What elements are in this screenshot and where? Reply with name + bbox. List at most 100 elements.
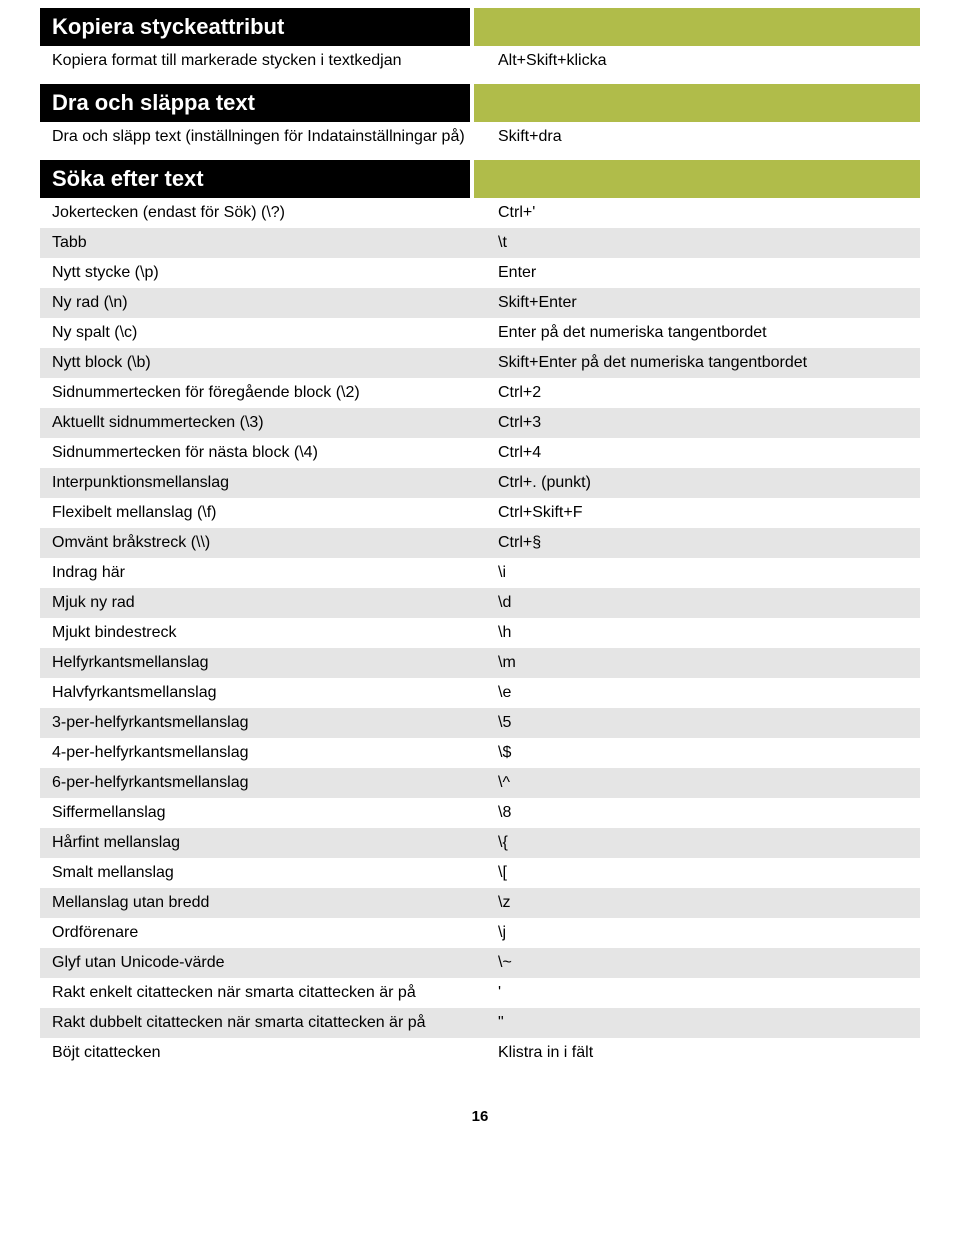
- shortcut-description: Siffermellanslag: [52, 804, 482, 822]
- shortcut-description: Smalt mellanslag: [52, 864, 482, 882]
- table-row: Mjuk ny rad\d: [40, 588, 920, 618]
- shortcut-description: 3-per-helfyrkantsmellanslag: [52, 714, 482, 732]
- shortcut-description: Ny rad (\n): [52, 294, 482, 312]
- shortcut-key: Enter: [482, 264, 908, 282]
- shortcut-key: \m: [482, 654, 908, 672]
- table-row: Flexibelt mellanslag (\f)Ctrl+Skift+F: [40, 498, 920, 528]
- table-row: Siffermellanslag\8: [40, 798, 920, 828]
- shortcut-key: Klistra in i fält: [482, 1044, 908, 1062]
- shortcut-description: Dra och släpp text (inställningen för In…: [52, 128, 482, 146]
- shortcut-key: \z: [482, 894, 908, 912]
- shortcut-key: \[: [482, 864, 908, 882]
- shortcut-key: Skift+dra: [482, 128, 908, 146]
- shortcut-description: Kopiera format till markerade stycken i …: [52, 52, 482, 70]
- table-row: Nytt block (\b)Skift+Enter på det numeri…: [40, 348, 920, 378]
- section-accent-bar: [474, 160, 920, 198]
- section-title: Kopiera styckeattribut: [40, 8, 470, 46]
- shortcut-description: Aktuellt sidnummertecken (\3): [52, 414, 482, 432]
- table-row: Mellanslag utan bredd\z: [40, 888, 920, 918]
- shortcut-key: \e: [482, 684, 908, 702]
- table-row: Aktuellt sidnummertecken (\3)Ctrl+3: [40, 408, 920, 438]
- shortcut-description: 6-per-helfyrkantsmellanslag: [52, 774, 482, 792]
- shortcut-description: Rakt dubbelt citattecken när smarta cita…: [52, 1014, 482, 1032]
- shortcut-key: Ctrl+. (punkt): [482, 474, 908, 492]
- table-row: 3-per-helfyrkantsmellanslag\5: [40, 708, 920, 738]
- shortcut-key: \d: [482, 594, 908, 612]
- shortcut-key: \{: [482, 834, 908, 852]
- shortcut-key: Skift+Enter på det numeriska tangentbord…: [482, 354, 908, 372]
- shortcut-description: Mjuk ny rad: [52, 594, 482, 612]
- table-row: Dra och släpp text (inställningen för In…: [40, 122, 920, 152]
- shortcut-key: \i: [482, 564, 908, 582]
- shortcut-description: Hårfint mellanslag: [52, 834, 482, 852]
- shortcut-description: Sidnummertecken för föregående block (\2…: [52, 384, 482, 402]
- shortcut-key: Enter på det numeriska tangentbordet: [482, 324, 908, 342]
- table-row: Böjt citatteckenKlistra in i fält: [40, 1038, 920, 1068]
- shortcut-key: \t: [482, 234, 908, 252]
- shortcut-key: ": [482, 1014, 908, 1032]
- table-row: Rakt dubbelt citattecken när smarta cita…: [40, 1008, 920, 1038]
- table-row: Glyf utan Unicode-värde\~: [40, 948, 920, 978]
- section-header: Kopiera styckeattribut: [40, 8, 920, 46]
- table-row: 6-per-helfyrkantsmellanslag\^: [40, 768, 920, 798]
- shortcut-description: Mellanslag utan bredd: [52, 894, 482, 912]
- shortcut-key: \h: [482, 624, 908, 642]
- table-row: Sidnummertecken för nästa block (\4)Ctrl…: [40, 438, 920, 468]
- table-row: Kopiera format till markerade stycken i …: [40, 46, 920, 76]
- table-row: Smalt mellanslag\[: [40, 858, 920, 888]
- table-row: Mjukt bindestreck\h: [40, 618, 920, 648]
- table-row: InterpunktionsmellanslagCtrl+. (punkt): [40, 468, 920, 498]
- table-row: Omvänt bråkstreck (\\)Ctrl+§: [40, 528, 920, 558]
- shortcut-key: \$: [482, 744, 908, 762]
- table-row: Tabb\t: [40, 228, 920, 258]
- shortcut-description: Halvfyrkantsmellanslag: [52, 684, 482, 702]
- shortcut-key: \j: [482, 924, 908, 942]
- shortcut-description: Flexibelt mellanslag (\f): [52, 504, 482, 522]
- shortcut-description: Mjukt bindestreck: [52, 624, 482, 642]
- shortcut-description: Glyf utan Unicode-värde: [52, 954, 482, 972]
- shortcut-key: \8: [482, 804, 908, 822]
- shortcut-key: Ctrl+Skift+F: [482, 504, 908, 522]
- shortcut-description: 4-per-helfyrkantsmellanslag: [52, 744, 482, 762]
- table-row: Ny spalt (\c)Enter på det numeriska tang…: [40, 318, 920, 348]
- table-row: Ordförenare\j: [40, 918, 920, 948]
- shortcut-description: Nytt block (\b): [52, 354, 482, 372]
- shortcut-description: Ny spalt (\c): [52, 324, 482, 342]
- shortcut-reference: Kopiera styckeattribut Kopiera format til…: [40, 8, 920, 1068]
- shortcut-key: \~: [482, 954, 908, 972]
- shortcut-key: Ctrl+3: [482, 414, 908, 432]
- shortcut-description: Tabb: [52, 234, 482, 252]
- shortcut-key: \5: [482, 714, 908, 732]
- shortcut-key: Ctrl+§: [482, 534, 908, 552]
- section-header: Söka efter text: [40, 160, 920, 198]
- shortcut-description: Indrag här: [52, 564, 482, 582]
- shortcut-description: Helfyrkantsmellanslag: [52, 654, 482, 672]
- shortcut-key: ': [482, 984, 908, 1002]
- table-row: 4-per-helfyrkantsmellanslag\$: [40, 738, 920, 768]
- shortcut-key: \^: [482, 774, 908, 792]
- shortcut-key: Ctrl+4: [482, 444, 908, 462]
- table-row: Nytt stycke (\p)Enter: [40, 258, 920, 288]
- shortcut-description: Jokertecken (endast för Sök) (\?): [52, 204, 482, 222]
- shortcut-description: Böjt citattecken: [52, 1044, 482, 1062]
- shortcut-description: Omvänt bråkstreck (\\): [52, 534, 482, 552]
- table-row: Halvfyrkantsmellanslag\e: [40, 678, 920, 708]
- shortcut-description: Rakt enkelt citattecken när smarta citat…: [52, 984, 482, 1002]
- shortcut-description: Nytt stycke (\p): [52, 264, 482, 282]
- shortcut-key: Ctrl+2: [482, 384, 908, 402]
- table-row: Hårfint mellanslag\{: [40, 828, 920, 858]
- shortcut-description: Interpunktionsmellanslag: [52, 474, 482, 492]
- section-title: Dra och släppa text: [40, 84, 470, 122]
- shortcut-key: Skift+Enter: [482, 294, 908, 312]
- page-number: 16: [40, 1108, 920, 1125]
- shortcut-description: Sidnummertecken för nästa block (\4): [52, 444, 482, 462]
- table-row: Jokertecken (endast för Sök) (\?)Ctrl+': [40, 198, 920, 228]
- table-row: Helfyrkantsmellanslag\m: [40, 648, 920, 678]
- section-header: Dra och släppa text: [40, 84, 920, 122]
- table-row: Rakt enkelt citattecken när smarta citat…: [40, 978, 920, 1008]
- shortcut-description: Ordförenare: [52, 924, 482, 942]
- shortcut-key: Ctrl+': [482, 204, 908, 222]
- table-row: Ny rad (\n)Skift+Enter: [40, 288, 920, 318]
- section-accent-bar: [474, 84, 920, 122]
- section-title: Söka efter text: [40, 160, 470, 198]
